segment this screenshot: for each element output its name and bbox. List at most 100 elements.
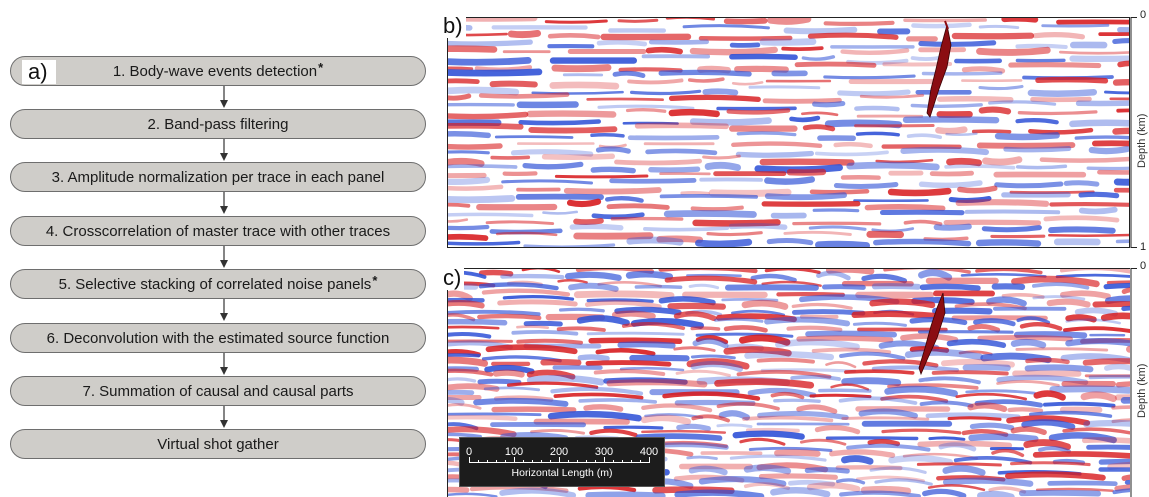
seismic-reflector: [869, 466, 927, 474]
seismic-reflector: [516, 338, 583, 345]
seismic-reflector: [698, 475, 787, 487]
seismic-reflector: [794, 61, 877, 68]
seismic-reflector: [686, 358, 750, 370]
seismic-reflector: [1016, 316, 1051, 325]
seismic-reflector: [837, 89, 911, 97]
seismic-reflector: [1100, 312, 1130, 322]
seismic-reflector: [502, 294, 575, 301]
seismic-reflector: [767, 17, 812, 25]
seismic-reflector: [697, 65, 731, 74]
flow-step-3: 3. Amplitude normalization per trace in …: [10, 162, 426, 192]
scale-minor-tick: [640, 460, 641, 463]
seismic-reflector: [1005, 471, 1106, 481]
seismic-reflector: [605, 195, 644, 203]
seismic-reflector: [786, 168, 827, 176]
seismic-reflector: [816, 270, 851, 281]
seismic-reflector: [799, 438, 847, 446]
seismic-reflector: [447, 353, 481, 358]
seismic-reflector: [540, 359, 582, 366]
seismic-reflector: [478, 92, 570, 99]
seismic-reflector: [658, 296, 716, 306]
seismic-reflector: [1080, 391, 1117, 402]
seismic-reflector: [1097, 169, 1130, 175]
seismic-reflector: [530, 429, 586, 435]
seismic-reflector: [447, 432, 482, 439]
processing-flowchart: 1. Body-wave events detection * 2. Band-p…: [0, 0, 440, 497]
seismic-reflector: [515, 193, 604, 200]
seismic-reflector: [1049, 385, 1130, 394]
seismic-reflector: [1115, 239, 1130, 244]
seismic-reflector: [1010, 426, 1047, 436]
seismic-reflector: [723, 325, 768, 333]
seismic-reflector: [481, 288, 571, 297]
seismic-reflector: [695, 332, 794, 338]
seismic-reflector: [1092, 301, 1130, 308]
seismic-reflector: [531, 90, 624, 95]
seismic-reflector: [1015, 347, 1109, 352]
seismic-reflector: [687, 77, 725, 83]
seismic-reflector: [689, 117, 772, 126]
seismic-reflector: [764, 192, 847, 201]
scale-minor-tick: [631, 460, 632, 463]
seismic-reflector: [1113, 178, 1130, 186]
seismic-reflector: [686, 273, 742, 278]
seismic-reflector: [875, 158, 934, 164]
seismic-reflector: [564, 271, 622, 281]
seismic-reflector: [789, 115, 821, 123]
seismic-reflector: [698, 35, 793, 41]
seismic-reflector: [919, 400, 974, 408]
seismic-reflector: [1029, 410, 1113, 418]
seismic-reflector: [978, 84, 1024, 91]
seismic-reflector: [544, 19, 608, 24]
seismic-reflector: [597, 104, 695, 110]
seismic-reflector: [807, 32, 899, 40]
seismic-reflector: [855, 131, 900, 137]
seismic-reflector: [994, 181, 1064, 189]
seismic-reflector: [978, 24, 1020, 30]
seismic-reflector: [781, 46, 824, 51]
seismic-reflector: [474, 65, 533, 72]
seismic-reflector: [801, 111, 839, 117]
seismic-reflector: [840, 48, 910, 56]
seismic-reflector: [792, 221, 882, 226]
seismic-reflector: [783, 230, 852, 236]
seismic-reflector: [976, 46, 1051, 56]
seismic-reflector: [1030, 96, 1092, 103]
seismic-reflector: [497, 299, 578, 307]
seismic-reflector: [447, 414, 518, 421]
seismic-reflector: [478, 269, 514, 277]
seismic-reflector: [788, 479, 836, 487]
seismic-reflector: [739, 437, 786, 446]
panel-a-label: a): [22, 60, 56, 84]
seismic-reflector: [1121, 474, 1130, 481]
seismic-reflector: [731, 81, 764, 86]
seismic-reflector: [491, 406, 577, 413]
seismic-reflector: [1035, 76, 1109, 84]
seismic-reflector: [736, 131, 797, 137]
seismic-reflector: [1098, 458, 1130, 465]
scale-minor-tick: [586, 460, 587, 463]
seismic-reflector: [1006, 415, 1091, 426]
seismic-reflector: [447, 426, 517, 438]
seismic-reflector: [627, 78, 684, 85]
seismic-reflector: [641, 429, 727, 434]
seismic-reflector: [862, 359, 939, 368]
seismic-reflector: [1065, 318, 1121, 325]
seismic-reflector: [586, 298, 654, 303]
flow-step-1-star: *: [318, 59, 324, 75]
seismic-reflector: [516, 325, 549, 329]
seismic-reflector: [714, 317, 764, 323]
seismic-reflector: [554, 174, 649, 179]
seismic-reflector: [668, 108, 720, 118]
seismic-reflector: [747, 387, 817, 398]
seismic-reflector: [634, 122, 729, 130]
seismic-reflector: [447, 368, 494, 377]
seismic-reflector: [859, 93, 925, 99]
seismic-reflector: [841, 416, 930, 421]
seismic-reflector: [447, 176, 491, 185]
seismic-reflector: [880, 394, 949, 403]
seismic-reflector: [858, 408, 918, 419]
seismic-reflector: [1112, 127, 1130, 135]
flow-arrow-4: [220, 246, 228, 268]
seismic-reflector: [851, 310, 937, 319]
